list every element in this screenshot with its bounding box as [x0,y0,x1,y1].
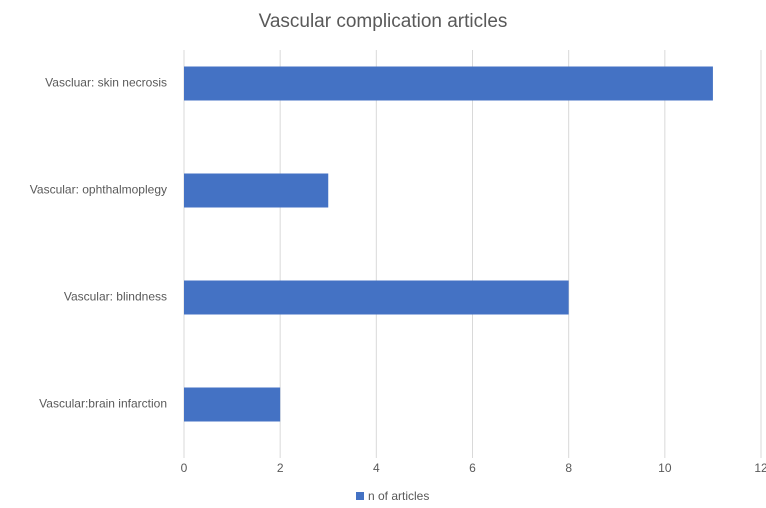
legend-swatch [356,492,364,500]
legend-label: n of articles [368,489,429,503]
x-tick-label: 8 [565,461,572,475]
bar [184,66,713,101]
y-tick-label: Vascular: ophthalmoplegy [30,183,167,197]
x-tick-label: 12 [754,461,766,475]
x-tick-label: 0 [181,461,188,475]
bar [184,173,329,208]
x-tick-label: 6 [469,461,476,475]
chart-title: Vascular complication articles [259,11,508,32]
x-tick-label: 10 [658,461,672,475]
y-tick-label: Vascluar: skin necrosis [45,76,167,90]
y-tick-label: Vascular:brain infarction [39,397,167,411]
y-tick-label: Vascular: blindness [64,290,167,304]
bar [184,387,281,422]
x-tick-label: 2 [277,461,284,475]
x-tick-label: 4 [373,461,380,475]
bar [184,280,569,315]
